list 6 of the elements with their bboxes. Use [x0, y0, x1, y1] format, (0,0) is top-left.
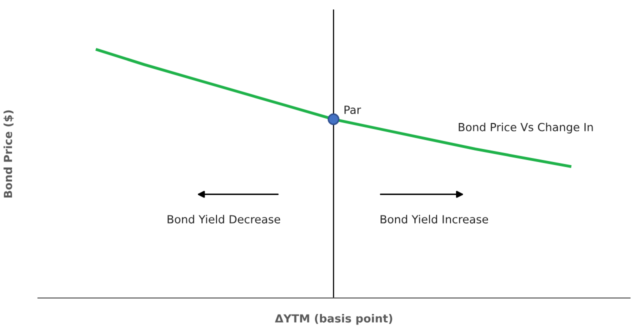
annotation: Par [344, 106, 362, 114]
annotation: Bond Price Vs Change In [458, 122, 593, 134]
annotation: Bond Yield Increase [380, 214, 488, 224]
x-axis-title: ΔYTM (basis point) [274, 314, 392, 325]
annotation: Bond Yield Decrease [168, 214, 280, 224]
y-axis-title: Bond Price ($) [4, 110, 14, 198]
